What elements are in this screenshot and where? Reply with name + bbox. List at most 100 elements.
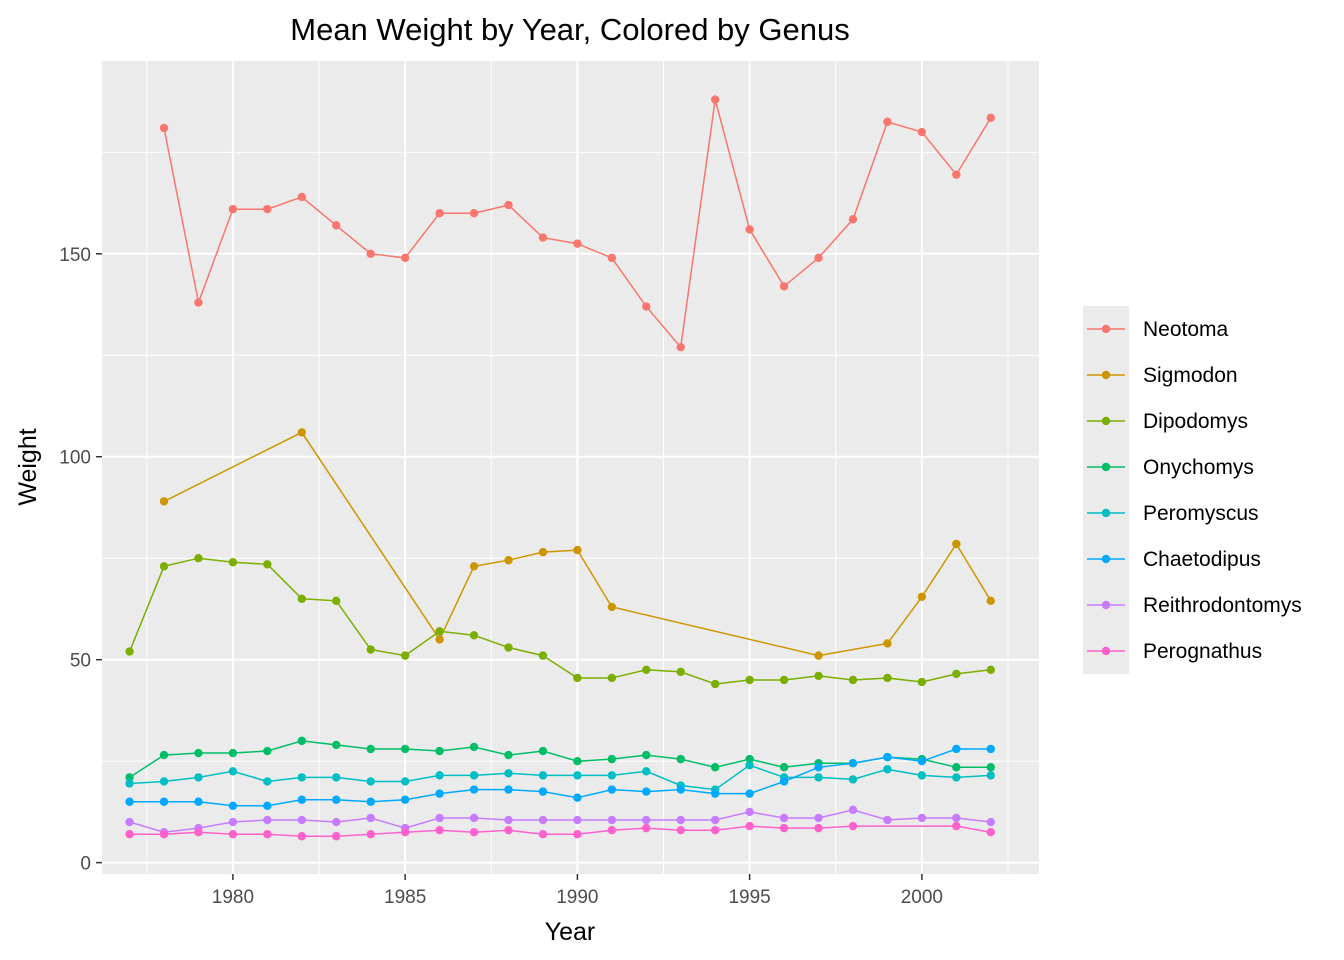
data-point-neotoma bbox=[848, 215, 858, 224]
data-point-chaetodipus bbox=[745, 789, 754, 798]
data-point-reithrodontomys bbox=[435, 813, 444, 823]
data-point-chaetodipus bbox=[952, 744, 961, 754]
data-point-perognathus bbox=[986, 827, 995, 837]
series-perognathus bbox=[125, 821, 995, 841]
x-tick-label: 2000 bbox=[901, 887, 943, 908]
legend-key-point bbox=[1101, 554, 1111, 564]
data-point-peromyscus bbox=[400, 777, 410, 786]
data-point-dipodomys bbox=[642, 665, 651, 675]
data-point-peromyscus bbox=[263, 777, 272, 786]
data-point-peromyscus bbox=[228, 767, 238, 776]
data-point-perognathus bbox=[779, 823, 789, 833]
data-point-dipodomys bbox=[332, 596, 341, 606]
data-point-neotoma bbox=[883, 117, 892, 127]
data-point-neotoma bbox=[159, 123, 169, 133]
data-point-neotoma bbox=[710, 95, 720, 104]
data-point-chaetodipus bbox=[986, 744, 995, 754]
series-neotoma bbox=[159, 95, 995, 352]
data-point-dipodomys bbox=[814, 671, 823, 681]
legend-key-point bbox=[1101, 646, 1111, 656]
data-point-chaetodipus bbox=[125, 797, 134, 806]
data-point-chaetodipus bbox=[228, 801, 238, 811]
data-point-perognathus bbox=[607, 825, 617, 835]
data-point-peromyscus bbox=[297, 773, 307, 782]
data-point-perognathus bbox=[263, 830, 272, 839]
data-point-peromyscus bbox=[435, 771, 444, 780]
data-point-peromyscus bbox=[573, 771, 582, 780]
x-tick-label: 1985 bbox=[384, 887, 426, 908]
data-point-perognathus bbox=[848, 821, 858, 831]
legend-key-point bbox=[1101, 324, 1111, 334]
data-point-chaetodipus bbox=[710, 789, 720, 798]
data-point-onychomys bbox=[573, 756, 582, 766]
legend-label: Neotoma bbox=[1143, 318, 1229, 341]
data-point-peromyscus bbox=[917, 771, 927, 780]
data-point-perognathus bbox=[538, 830, 548, 839]
y-tick-label: 0 bbox=[80, 854, 91, 875]
x-tick-label: 1990 bbox=[556, 887, 598, 908]
data-point-onychomys bbox=[469, 742, 479, 752]
data-point-dipodomys bbox=[607, 673, 617, 683]
data-point-sigmodon bbox=[297, 428, 307, 437]
data-point-sigmodon bbox=[159, 497, 169, 506]
data-point-neotoma bbox=[400, 253, 410, 263]
data-point-chaetodipus bbox=[848, 758, 858, 768]
data-point-neotoma bbox=[469, 209, 479, 218]
legend-key-point bbox=[1101, 508, 1111, 518]
data-point-neotoma bbox=[745, 225, 754, 234]
series-line-chaetodipus bbox=[129, 748, 991, 807]
data-point-peromyscus bbox=[814, 773, 823, 782]
data-point-reithrodontomys bbox=[814, 813, 823, 823]
data-point-peromyscus bbox=[159, 777, 169, 786]
data-point-perognathus bbox=[573, 830, 582, 839]
data-point-peromyscus bbox=[607, 771, 617, 780]
data-point-chaetodipus bbox=[779, 777, 789, 786]
data-point-sigmodon bbox=[814, 651, 823, 660]
data-point-sigmodon bbox=[435, 635, 444, 644]
data-point-dipodomys bbox=[159, 562, 169, 571]
data-point-neotoma bbox=[263, 204, 272, 214]
data-point-dipodomys bbox=[745, 675, 754, 685]
data-point-perognathus bbox=[366, 830, 375, 839]
y-tick-label: 50 bbox=[70, 651, 91, 672]
data-point-reithrodontomys bbox=[917, 813, 927, 823]
minor-gridlines bbox=[102, 61, 1039, 874]
data-point-onychomys bbox=[400, 744, 410, 754]
data-point-perognathus bbox=[745, 821, 754, 831]
data-point-onychomys bbox=[538, 746, 548, 756]
series-dipodomys bbox=[125, 554, 995, 689]
data-point-perognathus bbox=[194, 827, 203, 837]
data-point-onychomys bbox=[332, 740, 341, 750]
legend-label: Perognathus bbox=[1143, 640, 1262, 663]
data-point-chaetodipus bbox=[642, 787, 651, 796]
data-point-onychomys bbox=[779, 763, 789, 772]
data-point-reithrodontomys bbox=[573, 815, 582, 825]
data-point-chaetodipus bbox=[332, 795, 341, 804]
data-point-reithrodontomys bbox=[607, 815, 617, 825]
data-point-chaetodipus bbox=[297, 795, 307, 804]
data-point-peromyscus bbox=[194, 773, 203, 782]
series-layer bbox=[125, 95, 995, 841]
data-point-onychomys bbox=[194, 748, 203, 758]
data-point-chaetodipus bbox=[504, 785, 513, 794]
legend-item-neotoma: Neotoma bbox=[1087, 318, 1229, 341]
data-point-perognathus bbox=[642, 823, 651, 833]
legend-label: Peromyscus bbox=[1143, 502, 1259, 525]
data-point-peromyscus bbox=[125, 779, 134, 788]
data-point-peromyscus bbox=[745, 761, 754, 770]
data-point-chaetodipus bbox=[194, 797, 203, 806]
x-axis: 1980 1985 1990 1995 2000 bbox=[212, 874, 943, 908]
data-point-chaetodipus bbox=[573, 793, 582, 802]
data-point-dipodomys bbox=[366, 645, 375, 654]
data-point-sigmodon bbox=[504, 556, 513, 565]
legend-key-point bbox=[1101, 600, 1111, 610]
data-point-perognathus bbox=[297, 832, 307, 841]
data-point-perognathus bbox=[469, 827, 479, 837]
data-point-perognathus bbox=[814, 823, 823, 833]
data-point-sigmodon bbox=[917, 592, 927, 601]
data-point-neotoma bbox=[228, 204, 238, 214]
data-point-neotoma bbox=[676, 342, 685, 352]
data-point-perognathus bbox=[952, 821, 961, 831]
data-point-dipodomys bbox=[194, 554, 203, 563]
data-point-chaetodipus bbox=[917, 756, 927, 766]
